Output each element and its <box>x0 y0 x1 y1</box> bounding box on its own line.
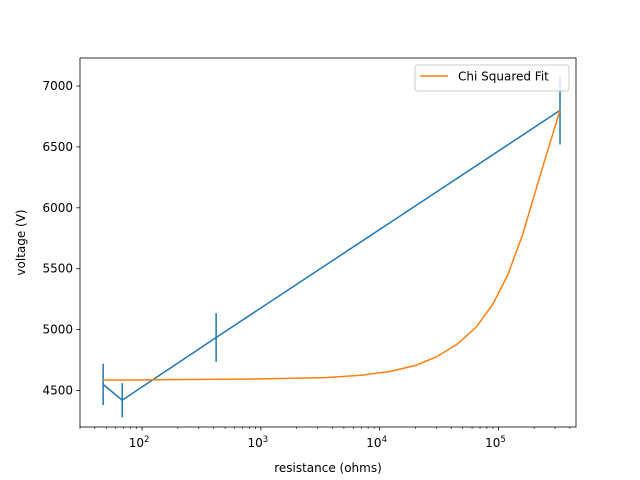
y-tick-label-5000: 5000 <box>42 323 73 337</box>
legend: Chi Squared Fit <box>414 64 570 92</box>
y-tick-label-6000: 6000 <box>42 201 73 215</box>
x-tick-label-100000: 105 <box>485 435 506 450</box>
legend-label-chi-squared-fit: Chi Squared Fit <box>458 70 549 84</box>
x-axis-label: resistance (ohms) <box>274 461 382 475</box>
data-point-1 <box>102 383 104 386</box>
x-tick-label-1000: 103 <box>248 435 269 450</box>
x-axis-ticks: 102 103 104 105 <box>79 427 571 450</box>
y-tick-label-5500: 5500 <box>42 262 73 276</box>
x-tick-label-100: 102 <box>129 435 150 450</box>
y-tick-label-6500: 6500 <box>42 140 73 154</box>
data-point-3 <box>215 336 217 339</box>
x-tick-label-10000: 104 <box>366 435 387 450</box>
y-axis-ticks: 4500 5000 5500 6000 6500 7000 <box>42 79 80 397</box>
y-tick-label-4500: 4500 <box>42 383 73 397</box>
y-axis-label: voltage (V) <box>14 209 28 275</box>
chi-squared-fit-line <box>103 110 561 381</box>
data-point-2 <box>121 399 124 402</box>
plot-area-frame <box>79 57 577 428</box>
measured-data-line <box>102 109 561 402</box>
y-tick-label-7000: 7000 <box>42 79 73 93</box>
legend-box <box>414 64 570 92</box>
